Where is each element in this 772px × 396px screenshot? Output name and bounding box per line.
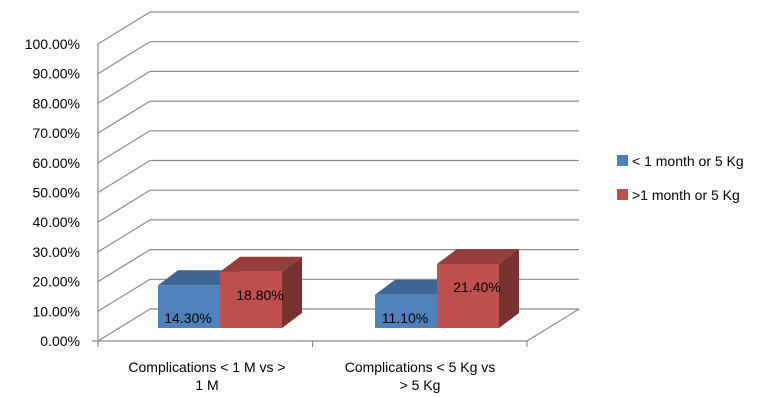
x-category-label-line: Complications < 1 M vs >	[128, 359, 285, 375]
x-category-label: Complications < 1 M vs > 1 M	[128, 359, 285, 393]
legend: < 1 month or 5 Kg >1 month or 5 Kg	[617, 153, 744, 203]
gridline-side	[97, 219, 151, 253]
gridlines	[97, 11, 579, 342]
x-category-label-line: Complications < 5 Kg vs	[345, 359, 496, 375]
bar-top	[375, 279, 457, 295]
data-label: 14.30%	[164, 310, 211, 326]
axes	[92, 44, 580, 347]
gridline-side	[97, 70, 151, 104]
x-category-label: Complications < 5 Kg vs > 5 Kg	[345, 359, 496, 393]
bar-front	[437, 264, 499, 328]
gridline-side	[97, 308, 151, 342]
gridline-side	[97, 100, 151, 134]
y-tick-label: 50.00%	[33, 185, 80, 201]
bar-top	[220, 256, 302, 272]
legend-label: >1 month or 5 Kg	[632, 187, 740, 203]
gridline-side	[97, 249, 151, 283]
bar-side	[282, 256, 302, 328]
y-tick-label: 10.00%	[33, 303, 80, 319]
bar-front	[220, 271, 282, 328]
legend-swatch	[617, 155, 628, 166]
data-labels: 14.30% 18.80% 11.10% 21.40%	[164, 279, 500, 326]
gridline-side	[97, 130, 151, 164]
bar-top	[158, 270, 240, 286]
floor-edge	[526, 308, 580, 342]
data-label: 21.40%	[453, 279, 500, 295]
y-tick-label: 90.00%	[33, 66, 80, 82]
y-tick-label: 30.00%	[33, 244, 80, 260]
y-tick-label: 40.00%	[33, 214, 80, 230]
data-label: 11.10%	[382, 310, 428, 326]
bar-front	[375, 294, 437, 328]
x-category-label-line: > 5 Kg	[400, 377, 441, 393]
gridline-side	[97, 41, 151, 75]
x-axis-categories: Complications < 1 M vs >1 MComplications…	[128, 359, 495, 393]
bar-top	[437, 249, 519, 265]
gridline-side	[97, 278, 151, 312]
bar	[220, 256, 302, 328]
gridline-side	[97, 189, 151, 223]
gridline-side	[97, 11, 151, 45]
data-label: 18.80%	[236, 287, 283, 303]
y-tick-label: 20.00%	[33, 274, 80, 290]
bar	[437, 249, 519, 328]
gridline-side	[97, 159, 151, 194]
bar-front	[158, 285, 220, 328]
bar-side	[499, 249, 519, 328]
legend-swatch	[617, 189, 628, 200]
y-tick-label: 80.00%	[33, 95, 80, 111]
legend-label: < 1 month or 5 Kg	[632, 153, 744, 169]
y-tick-label: 70.00%	[33, 125, 80, 141]
bars	[158, 249, 519, 328]
x-category-label-line: 1 M	[195, 377, 218, 393]
y-axis-ticks: 0.00% 10.00% 20.00% 30.00% 40.00% 50.00% 60.00…	[25, 36, 80, 349]
y-tick-label: 0.00%	[40, 333, 80, 349]
y-tick-label: 100.00%	[25, 36, 80, 52]
y-tick-label: 60.00%	[33, 155, 80, 171]
bar	[375, 279, 457, 328]
